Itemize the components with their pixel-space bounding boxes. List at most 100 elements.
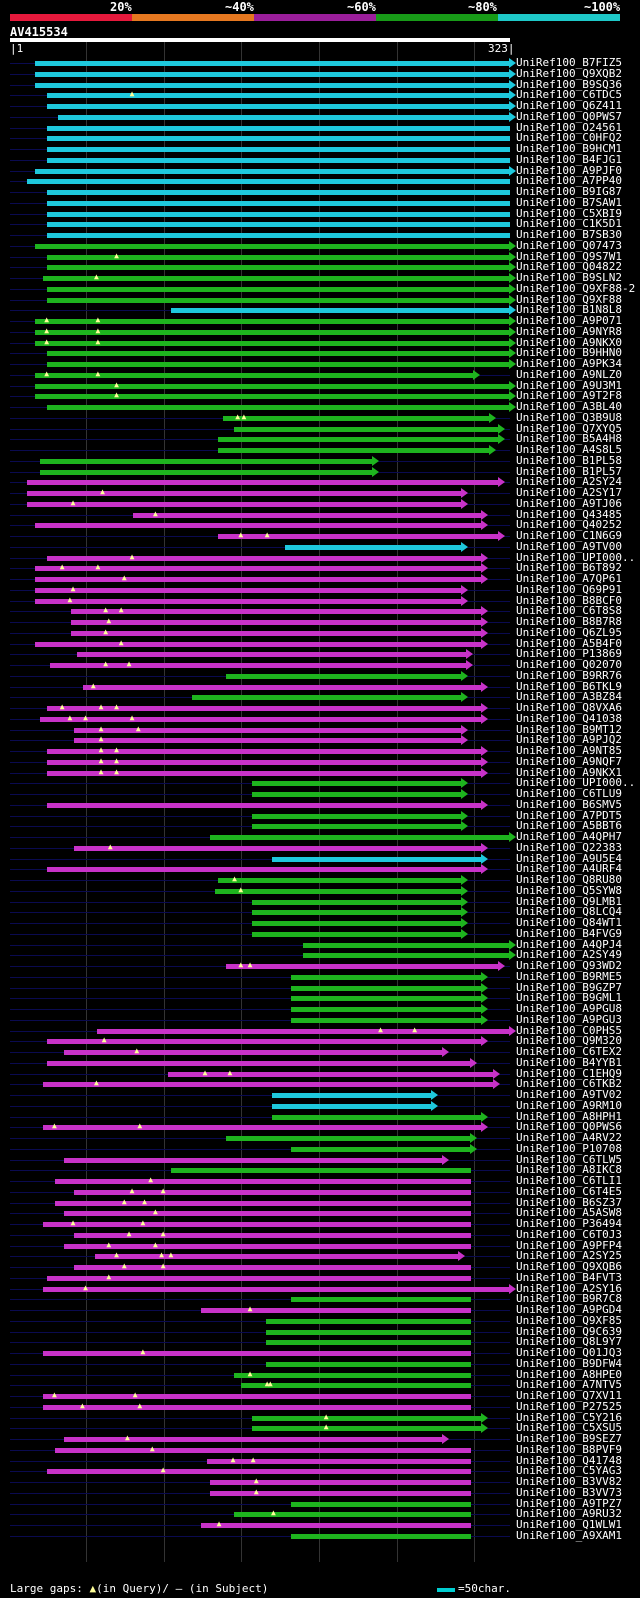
hit-row[interactable]: ▲ ▲ UniRef100_C0PHS5: [0, 1024, 640, 1037]
hit-row[interactable]: ▲ UniRef100_B8PVF9: [0, 1442, 640, 1456]
hit-id[interactable]: UniRef100_A9TV00: [516, 539, 622, 553]
hit-row[interactable]: ▲ UniRef100_C6TKB2: [0, 1077, 640, 1090]
hit-row[interactable]: ▲ ▲ UniRef100_Q93WD2: [0, 959, 640, 972]
hit-id[interactable]: UniRef100_A8HPE0: [516, 1367, 622, 1381]
hit-id[interactable]: UniRef100_Q22383: [516, 840, 622, 854]
hit-row[interactable]: ▲ ▲ UniRef100_A9NKX0: [0, 335, 640, 349]
hit-id[interactable]: UniRef100_A9TV02: [516, 1088, 622, 1101]
hit-id[interactable]: UniRef100_C6TLI1: [516, 1174, 622, 1187]
hit-row[interactable]: UniRef100_B1N8L8: [0, 303, 640, 316]
hit-row[interactable]: ▲ UniRef100_A5B4F0: [0, 637, 640, 650]
hit-row[interactable]: UniRef100_A8IKC8: [0, 1163, 640, 1176]
hit-row[interactable]: UniRef100_Q0PWS7: [0, 110, 640, 123]
hit-row[interactable]: UniRef100_A2SY49: [0, 948, 640, 962]
hit-row[interactable]: UniRef100_B9IG87: [0, 185, 640, 198]
hit-row[interactable]: ▲ ▲ UniRef100_C6T0J3: [0, 1228, 640, 1241]
hit-id[interactable]: UniRef100_A9NKX1: [516, 765, 622, 779]
hit-id[interactable]: UniRef100_Q43485: [516, 507, 622, 521]
hit-row[interactable]: ▲ UniRef100_Q69P91: [0, 582, 640, 596]
hit-id[interactable]: UniRef100_C1N6G9: [516, 529, 622, 542]
hit-row[interactable]: UniRef100_Q07473: [0, 239, 640, 252]
hit-id[interactable]: UniRef100_Q8L9Y7: [516, 1335, 622, 1349]
hit-id[interactable]: UniRef100_A9RU32: [516, 1507, 622, 1521]
hit-id[interactable]: UniRef100_Q9C639: [516, 1324, 622, 1338]
hit-id[interactable]: UniRef100_Q7XYQ5: [516, 421, 622, 435]
hit-id[interactable]: UniRef100_Q9S7W1: [516, 249, 622, 263]
hit-row[interactable]: UniRef100_B4FVG9: [0, 927, 640, 940]
hit-row[interactable]: ▲ UniRef100_Q6ZL95: [0, 625, 640, 639]
hit-row[interactable]: ▲ UniRef100_B9SEZ7: [0, 1432, 640, 1445]
hit-id[interactable]: UniRef100_A7NTV5: [516, 1378, 622, 1392]
hit-row[interactable]: ▲ UniRef100_C5YAG3: [0, 1464, 640, 1477]
hit-id[interactable]: UniRef100_C5XSU5: [516, 1421, 622, 1435]
hit-id[interactable]: UniRef100_B9GZP7: [516, 980, 622, 994]
hit-id[interactable]: UniRef100_Q93WD2: [516, 959, 622, 972]
hit-id[interactable]: UniRef100_B9RME5: [516, 969, 622, 983]
hit-row[interactable]: UniRef100_Q6Z411: [0, 99, 640, 112]
hit-id[interactable]: UniRef100_A9PGD4: [516, 1303, 622, 1316]
hit-row[interactable]: ▲ ▲ UniRef100_A9PFP4: [0, 1239, 640, 1252]
hit-id[interactable]: UniRef100_Q41748: [516, 1453, 622, 1467]
hit-id[interactable]: UniRef100_B4FVT3: [516, 1270, 622, 1284]
hit-row[interactable]: ▲ ▲ ▲ UniRef100_Q8VXA6: [0, 701, 640, 714]
hit-row[interactable]: ▲ UniRef100_A2SY17: [0, 486, 640, 499]
hit-id[interactable]: UniRef100_C6T8S8: [516, 604, 622, 618]
hit-id[interactable]: UniRef100_Q9LMB1: [516, 894, 622, 908]
hit-row[interactable]: UniRef100_A9RM10: [0, 1099, 640, 1112]
hit-row[interactable]: ▲ UniRef100_B8BCF0: [0, 593, 640, 607]
hit-id[interactable]: UniRef100_A3BZ84: [516, 690, 622, 704]
hit-id[interactable]: UniRef100_B9SEZ7: [516, 1432, 622, 1445]
hit-id[interactable]: UniRef100_A9NKX0: [516, 335, 622, 349]
hit-id[interactable]: UniRef100_B8PVF9: [516, 1442, 622, 1456]
hit-row[interactable]: UniRef100_A4RV22: [0, 1131, 640, 1144]
hit-id[interactable]: UniRef100_B5A4H8: [516, 432, 622, 446]
hit-id[interactable]: UniRef100_Q6ZL95: [516, 625, 622, 639]
hit-row[interactable]: UniRef100_Q84WT1: [0, 916, 640, 929]
hit-id[interactable]: UniRef100_C5XBI9: [516, 206, 622, 220]
hit-id[interactable]: UniRef100_A4RV22: [516, 1131, 622, 1144]
hit-id[interactable]: UniRef100_A9TJ06: [516, 496, 622, 510]
hit-id[interactable]: UniRef100_A9NYR8: [516, 324, 622, 338]
hit-row[interactable]: UniRef100_A8HPH1: [0, 1109, 640, 1123]
hit-row[interactable]: ▲ UniRef100_B3VV73: [0, 1485, 640, 1499]
hit-row[interactable]: ▲ UniRef100_A5ASW8: [0, 1206, 640, 1219]
hit-row[interactable]: ▲ UniRef100_A7QP61: [0, 572, 640, 585]
hit-row[interactable]: ▲ ▲ UniRef100_A9P071: [0, 314, 640, 327]
hit-id[interactable]: UniRef100_A8HPH1: [516, 1109, 622, 1123]
hit-row[interactable]: UniRef100_B4YYB1: [0, 1056, 640, 1069]
hit-id[interactable]: UniRef100_A9NQF7: [516, 754, 622, 768]
hit-row[interactable]: ▲ UniRef100_C6TLI1: [0, 1174, 640, 1187]
hit-id[interactable]: UniRef100_B8BCF0: [516, 593, 622, 607]
hit-row[interactable]: ▲ ▲ UniRef100_B6T892: [0, 561, 640, 574]
hit-id[interactable]: UniRef100_B3VV73: [516, 1485, 622, 1499]
hit-id[interactable]: UniRef100_Q69P91: [516, 582, 622, 596]
hit-row[interactable]: ▲ ▲ UniRef100_C6T8S8: [0, 604, 640, 618]
hit-row[interactable]: ▲ ▲ UniRef100_C1N6G9: [0, 529, 640, 542]
hit-row[interactable]: UniRef100_B9DFW4: [0, 1357, 640, 1370]
hit-id[interactable]: UniRef100_A2SY49: [516, 948, 622, 962]
hit-id[interactable]: UniRef100_B9HCM1: [516, 142, 622, 155]
hit-row[interactable]: UniRef100_A9TPZ7: [0, 1497, 640, 1510]
hit-row[interactable]: ▲ ▲ UniRef100_Q7XV11: [0, 1389, 640, 1402]
hit-row[interactable]: ▲ ▲ UniRef100_A9NT85: [0, 744, 640, 757]
hit-row[interactable]: ▲ ▲ UniRef100_P36494: [0, 1217, 640, 1230]
hit-row[interactable]: UniRef100_A4URF4: [0, 862, 640, 875]
hit-id[interactable]: UniRef100_A9PGU8: [516, 1002, 622, 1015]
hit-id[interactable]: UniRef100_B9R7C8: [516, 1292, 622, 1306]
hit-row[interactable]: UniRef100_A9TV00: [0, 539, 640, 553]
hit-row[interactable]: UniRef100_A9XAM1: [0, 1529, 640, 1542]
hit-row[interactable]: UniRef100_B4FJG1: [0, 153, 640, 166]
hit-row[interactable]: UniRef100_B1PL58: [0, 454, 640, 467]
hit-id[interactable]: UniRef100_B7SB30: [516, 228, 622, 241]
hit-row[interactable]: ▲ UniRef100_A9PJQ2: [0, 733, 640, 746]
hit-row[interactable]: UniRef100_Q9XF88-2: [0, 282, 640, 295]
hit-row[interactable]: UniRef100_B9RME5: [0, 969, 640, 983]
hit-id[interactable]: UniRef100_A7QP61: [516, 572, 622, 585]
hit-id[interactable]: UniRef100_A7PDT5: [516, 808, 622, 822]
hit-row[interactable]: UniRef100_O24561: [0, 121, 640, 134]
hit-id[interactable]: UniRef100_P27525: [516, 1399, 622, 1413]
hit-row[interactable]: ▲ ▲ UniRef100_P27525: [0, 1399, 640, 1413]
hit-row[interactable]: ▲ ▲ UniRef100_Q0PWS6: [0, 1120, 640, 1133]
hit-id[interactable]: UniRef100_A2SY16: [516, 1281, 622, 1295]
hit-id[interactable]: UniRef100_B9SLN2: [516, 271, 622, 284]
